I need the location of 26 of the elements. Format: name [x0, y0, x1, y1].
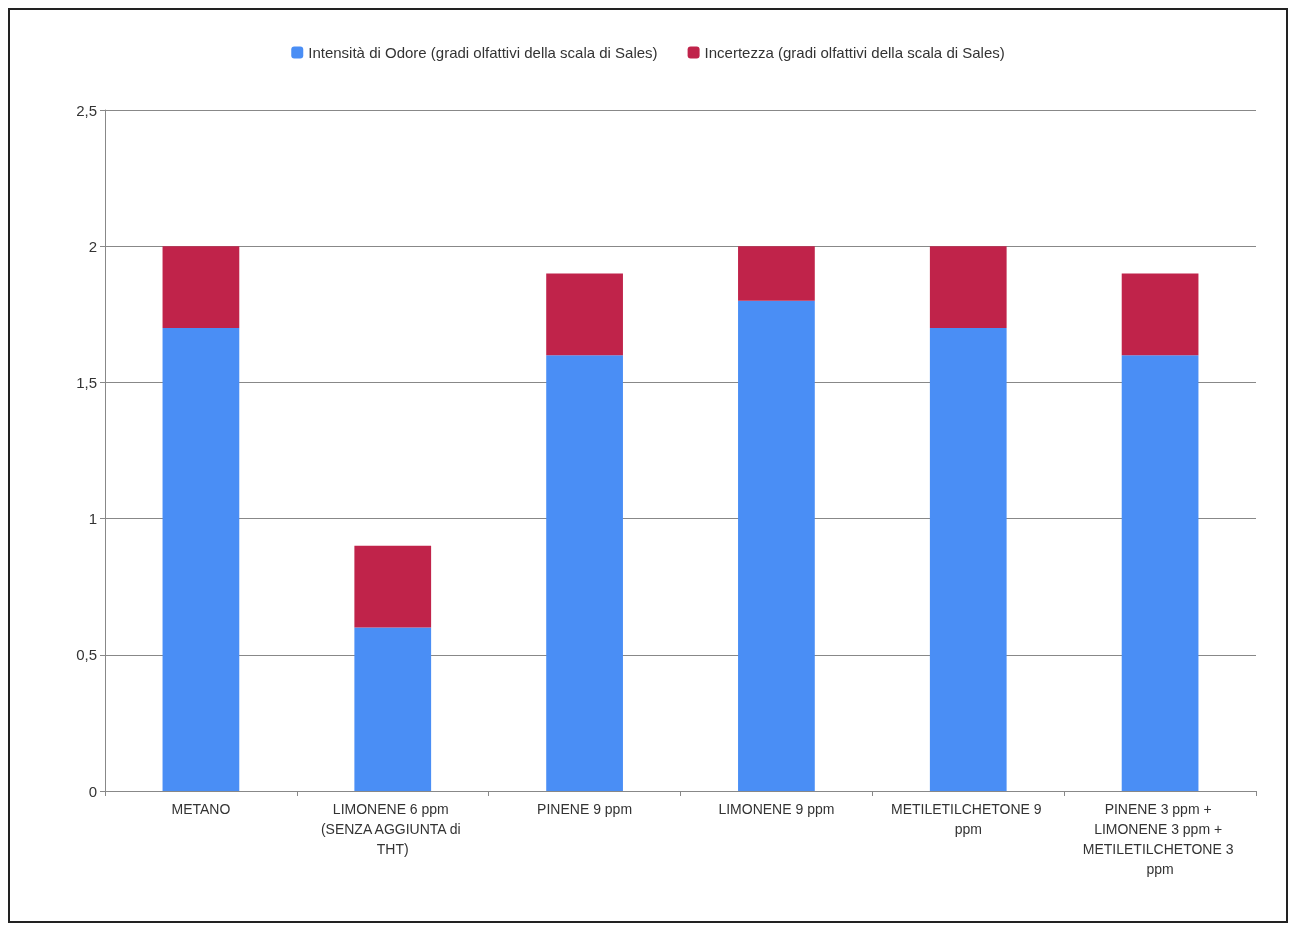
y-tick-label: 1	[88, 510, 97, 528]
x-tick-label: METANO	[171, 801, 231, 817]
y-tick-label: 2	[88, 237, 97, 255]
x-tick-label: PINENE 9 ppm	[537, 801, 633, 817]
bar	[162, 327, 240, 791]
y-tick-label: 0,5	[76, 646, 97, 664]
y-tick-label: 0	[88, 782, 97, 800]
bar	[929, 246, 1007, 328]
x-tick-label: LIMONENE 6 ppm (SENZA AGGIUNTA di THT)	[320, 801, 465, 857]
legend-label: Incertezza (gradi olfattivi della scala di Sales)	[704, 44, 1005, 61]
legend-label: Intensità di Odore (gradi olfattivi della scala di Sales)	[308, 44, 658, 61]
bar	[929, 327, 1007, 791]
x-tick-label: PINENE 3 ppm + LIMONENE 3 ppm + METILETILCHETONE 3 ppm	[1082, 801, 1238, 877]
bar	[546, 273, 623, 356]
bar	[546, 355, 623, 791]
bar	[738, 300, 815, 791]
bar	[1121, 273, 1199, 356]
y-tick-label: 1,5	[76, 373, 97, 391]
bar	[738, 246, 815, 301]
x-tick-label: METILETILCHETONE 9 ppm	[890, 801, 1046, 837]
bar	[1121, 355, 1199, 791]
bar	[354, 545, 432, 628]
x-tick-label: LIMONENE 9 ppm	[718, 801, 835, 817]
y-tick-label: 2,5	[76, 101, 97, 119]
bar	[162, 246, 240, 328]
bar	[354, 627, 432, 791]
